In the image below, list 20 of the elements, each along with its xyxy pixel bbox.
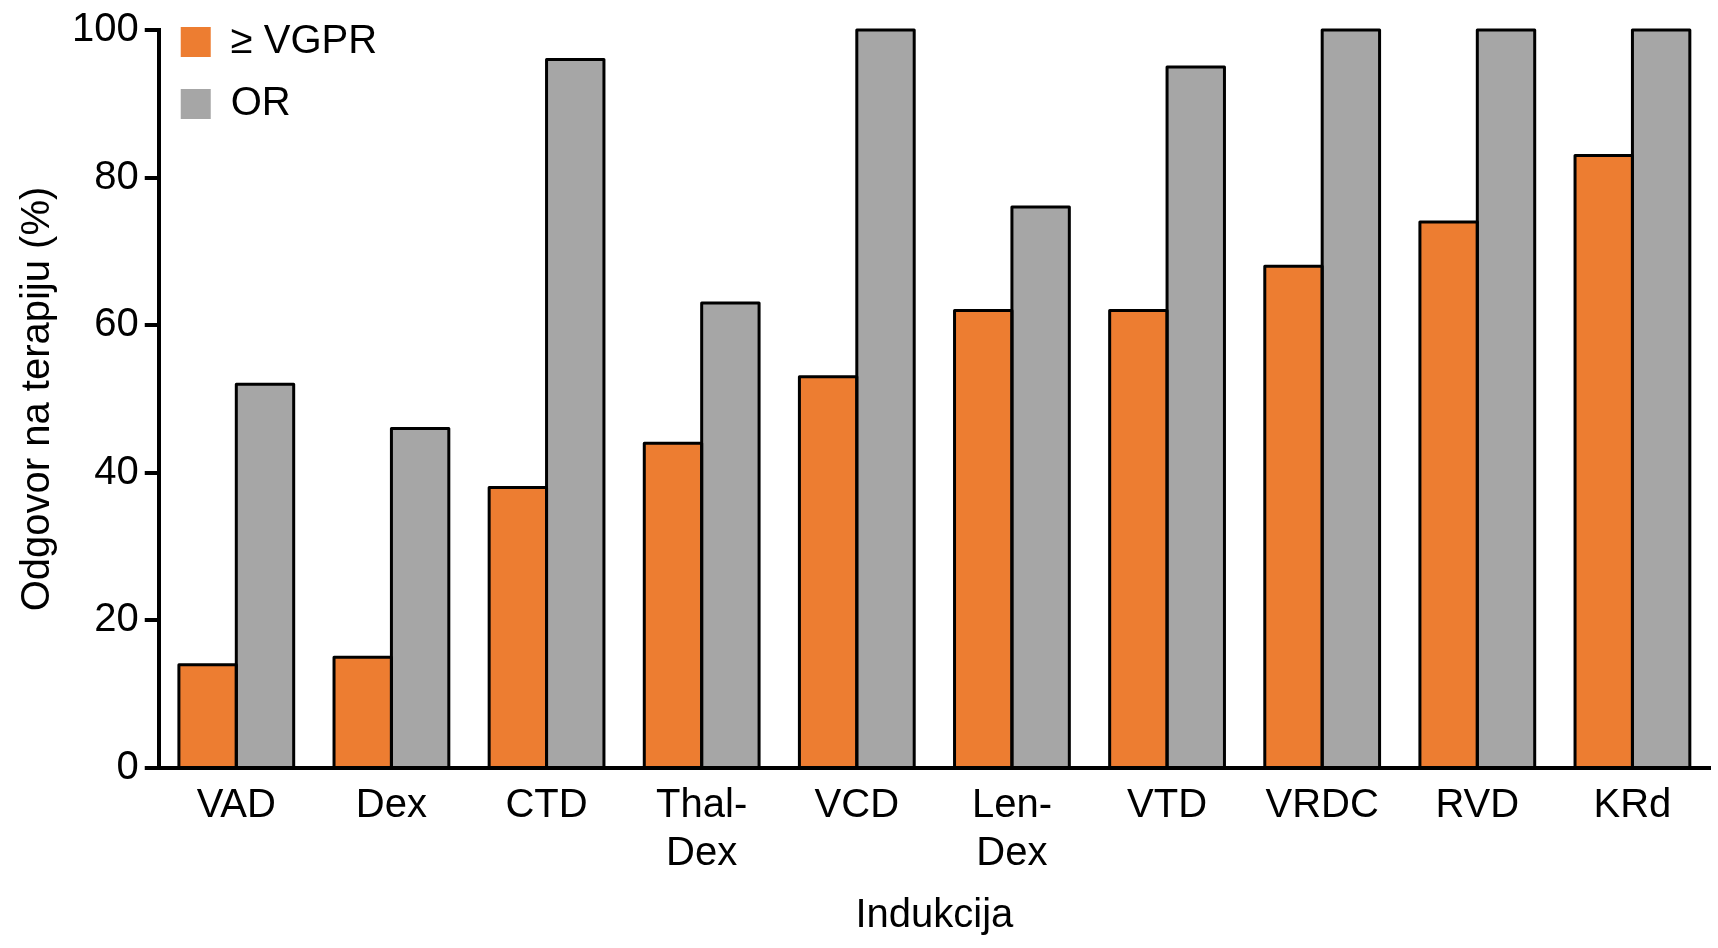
y-tick-label: 60 <box>94 300 139 345</box>
x-tick-label: Dex <box>355 781 427 826</box>
x-tick-label: KRd <box>1593 781 1672 826</box>
x-tick-label: VRDC <box>1265 781 1379 826</box>
x-tick-label: Thal-Dex <box>656 781 748 874</box>
x-tick-label: VTD <box>1127 781 1208 826</box>
x-tick-label: VAD <box>196 781 276 826</box>
x-tick-label: CTD <box>505 781 588 826</box>
y-tick-label: 100 <box>71 5 139 50</box>
legend-label: ≥ VGPR <box>230 17 378 62</box>
x-tick-label: Len-Dex <box>971 781 1052 874</box>
x-axis-title: Indukcija <box>855 891 1015 936</box>
y-tick-label: 0 <box>116 743 139 788</box>
y-axis-title: Odgovor na terapiju (%) <box>13 186 58 612</box>
x-tick-label: VCD <box>814 781 900 826</box>
y-tick-label: 20 <box>94 595 139 640</box>
x-tick-label: RVD <box>1435 781 1520 826</box>
y-tick-label: 40 <box>94 447 139 492</box>
legend-label: OR <box>230 79 291 124</box>
y-tick-label: 80 <box>94 152 139 197</box>
